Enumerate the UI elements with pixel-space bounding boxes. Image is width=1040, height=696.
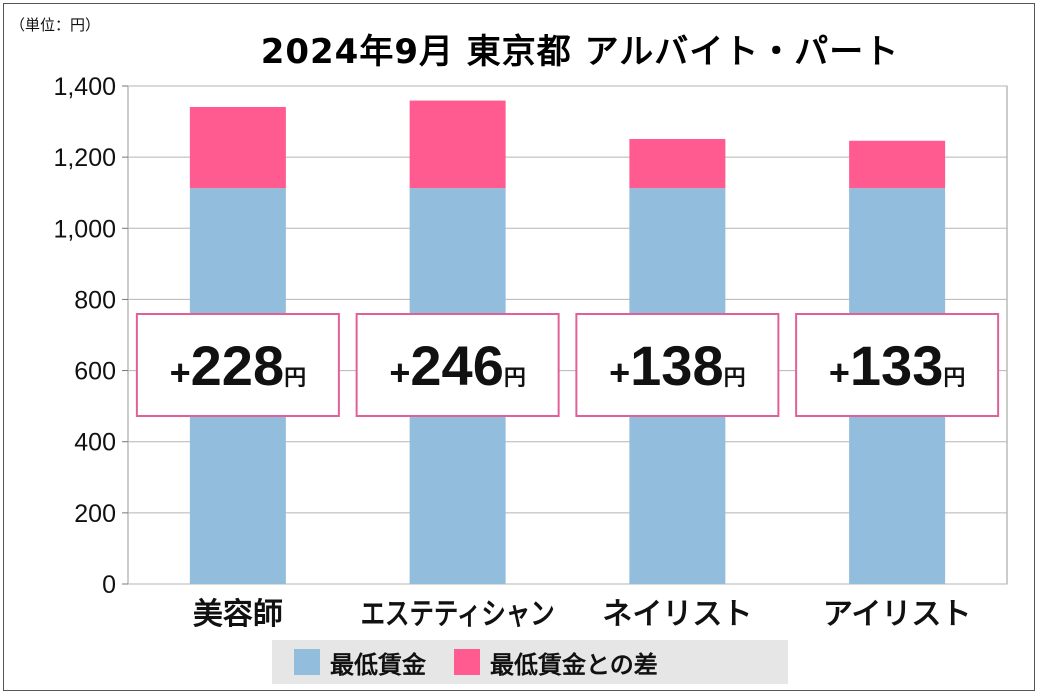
difference-callout (795, 313, 1000, 417)
legend-label-minimum-wage: 最低賃金 (330, 650, 426, 679)
legend-label-difference: 最低賃金との差 (490, 650, 658, 679)
difference-callout (135, 313, 340, 417)
x-category-label: アイリスト (823, 597, 972, 632)
chart-title: 2024年9月 東京都 アルバイト・パート (260, 32, 900, 72)
bar-difference (409, 100, 506, 189)
x-category-label: エステティシャン (361, 597, 555, 632)
y-tick-label: 800 (74, 286, 116, 314)
y-tick-label: 0 (102, 571, 116, 599)
legend-item-minimum-wage: 最低賃金 (294, 645, 426, 680)
bar-difference (849, 140, 946, 189)
difference-callout-label: +246円 (389, 334, 525, 397)
difference-callout-label: +228円 (170, 334, 306, 397)
y-tick-label: 200 (74, 500, 116, 528)
legend-item-difference: 最低賃金との差 (454, 645, 658, 680)
x-category-label: 美容師 (193, 597, 283, 632)
bar-difference (189, 106, 286, 189)
y-tick-label: 1,400 (53, 73, 116, 101)
difference-callout-label: +133円 (829, 334, 965, 397)
y-tick-label: 400 (74, 429, 116, 457)
legend-swatch-difference (454, 649, 480, 675)
difference-callout-label: +138円 (609, 334, 745, 397)
x-category-label: ネイリスト (602, 597, 752, 632)
bar-difference (629, 139, 726, 189)
y-tick-label: 600 (74, 358, 116, 386)
legend: 最低賃金 最低賃金との差 (272, 640, 788, 684)
y-tick-label: 1,200 (53, 144, 116, 172)
difference-callout (575, 313, 780, 417)
legend-swatch-minimum-wage (294, 649, 320, 675)
y-tick-label: 1,000 (53, 215, 116, 243)
difference-callout (355, 313, 560, 417)
unit-label: （単位：円） (10, 16, 101, 34)
